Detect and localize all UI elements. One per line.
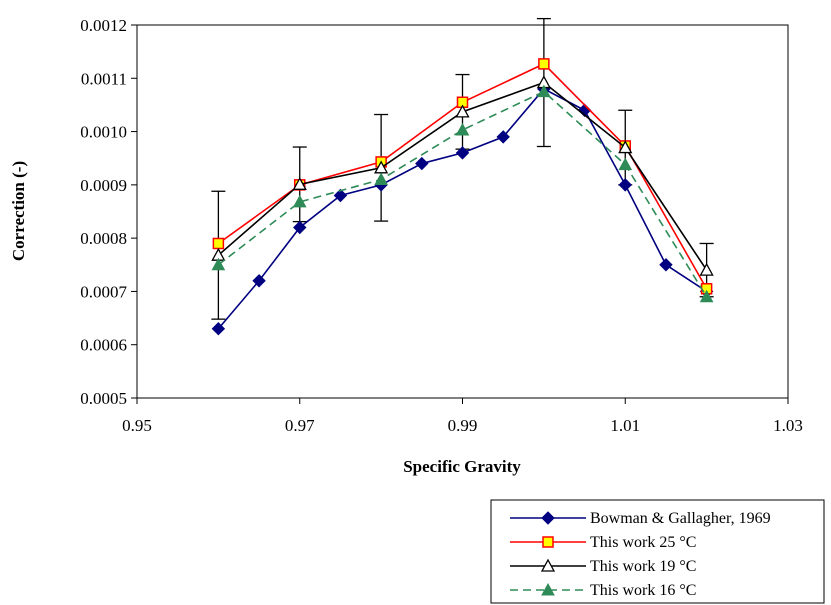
legend-item: This work 19 °C: [510, 558, 696, 575]
x-axis: 0.95 0.97 0.99 1.01 1.03: [122, 398, 803, 435]
data-point: [292, 176, 307, 190]
data-point: [252, 274, 266, 288]
data-point: [211, 257, 226, 271]
data-point: [455, 122, 470, 136]
y-tick-label: 0.0009: [80, 176, 127, 195]
y-tick-label: 0.0005: [80, 389, 127, 408]
data-point: [496, 130, 510, 144]
y-tick-label: 0.0008: [80, 229, 127, 248]
data-point: [212, 237, 225, 250]
x-tick-label: 0.95: [122, 416, 152, 435]
y-tick-label: 0.0011: [81, 69, 127, 88]
y-tick-label: 0.0006: [80, 336, 127, 355]
data-point: [292, 194, 307, 208]
legend-label: This work 19 °C: [590, 558, 696, 575]
y-axis-title: Correction (-): [9, 161, 28, 261]
data-point: [333, 188, 348, 203]
legend-marker: [541, 582, 555, 596]
y-axis: 0.0005 0.0006 0.0007 0.0008 0.0009 0.0010 0.00…: [80, 16, 137, 408]
y-tick-label: 0.0007: [80, 282, 127, 301]
x-axis-title: Specific Gravity: [403, 457, 521, 476]
y-tick-label: 0.0012: [80, 16, 127, 35]
data-point: [699, 289, 714, 303]
x-tick-label: 0.97: [285, 416, 315, 435]
data-point: [293, 220, 307, 235]
x-tick-label: 0.99: [448, 416, 478, 435]
data-point: [455, 104, 470, 118]
series-layer: [211, 58, 714, 336]
legend-label: Bowman & Gallagher, 1969: [590, 510, 771, 527]
data-point: [374, 172, 388, 186]
y-tick-label: 0.0010: [80, 123, 127, 142]
x-tick-label: 1.01: [610, 416, 640, 435]
legend-item: Bowman & Gallagher, 1969: [510, 510, 771, 527]
legend-marker: [540, 558, 556, 572]
legend-marker: [541, 511, 555, 525]
legend-item: This work 25 °C: [510, 534, 696, 551]
data-point: [415, 156, 429, 171]
data-point: [537, 84, 551, 98]
data-point: [538, 58, 550, 70]
legend: Bowman & Gallagher, 1969 This work 25 °C T…: [490, 499, 825, 604]
data-point: [618, 178, 632, 192]
x-tick-label: 1.03: [773, 416, 803, 435]
series-4: [211, 84, 714, 303]
legend-marker: [542, 536, 554, 548]
data-point: [699, 262, 714, 276]
data-point: [455, 146, 470, 160]
series-3: [211, 75, 714, 276]
legend-label: This work 25 °C: [590, 534, 696, 551]
data-point: [618, 157, 633, 171]
data-point: [659, 258, 673, 272]
data-point: [211, 322, 226, 336]
legend-item: This work 16 °C: [510, 582, 696, 599]
data-point: [618, 140, 633, 154]
legend-label: This work 16 °C: [590, 582, 696, 599]
